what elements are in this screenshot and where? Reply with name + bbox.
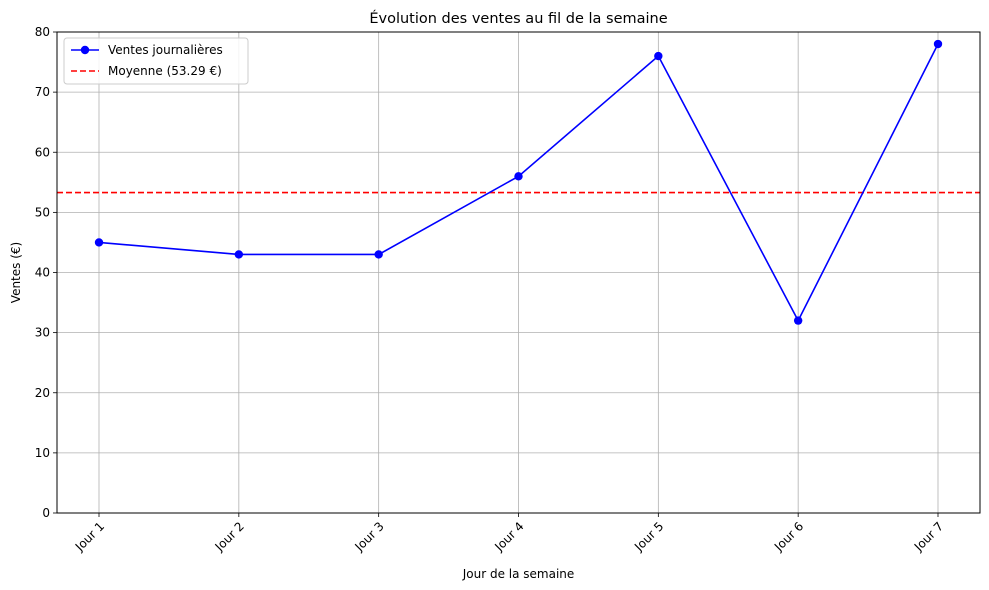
x-tick-label: Jour 4 (491, 519, 526, 554)
y-tick-label: 60 (35, 145, 50, 159)
y-tick-label: 80 (35, 25, 50, 39)
legend-swatch-marker (80, 45, 90, 55)
y-tick-label: 0 (42, 506, 50, 520)
y-tick-label: 50 (35, 205, 50, 219)
series-layer (94, 39, 943, 325)
legend-box (63, 37, 249, 85)
legend: Ventes journalières Moyenne (53.29 €) (63, 37, 249, 85)
x-tick-label: Jour 3 (352, 519, 387, 554)
data-point (94, 238, 104, 247)
y-tick-label: 70 (35, 85, 50, 99)
y-tick-label: 40 (35, 266, 50, 280)
x-tick-label: Jour 1 (72, 519, 107, 554)
y-tick-label: 10 (35, 446, 50, 460)
data-point (654, 51, 663, 61)
data-point (514, 172, 523, 181)
data-point (374, 250, 383, 259)
axis-ticks: Jour 1 Jour 2 Jour 3 Jour 4 Jour 5 Jour 6 Jour… (35, 25, 946, 554)
x-tick-label: Jour 6 (771, 519, 806, 554)
y-tick-label: 30 (35, 326, 50, 340)
legend-label: Ventes journalières (108, 43, 223, 57)
x-axis-label: Jour de la semaine (462, 567, 575, 581)
grid (57, 31, 980, 514)
x-tick-label: Jour 2 (212, 519, 247, 554)
legend-label: Moyenne (53.29 €) (108, 64, 222, 78)
data-point (234, 250, 244, 259)
y-tick-label: 20 (35, 386, 50, 400)
x-tick-label: Jour 7 (911, 519, 946, 554)
data-point (793, 316, 803, 325)
chart-title: Évolution des ventes au fil de la semain… (369, 10, 667, 27)
x-tick-label: Jour 5 (631, 519, 666, 554)
y-axis-label: Ventes (€) (9, 242, 23, 303)
data-point (933, 39, 943, 49)
